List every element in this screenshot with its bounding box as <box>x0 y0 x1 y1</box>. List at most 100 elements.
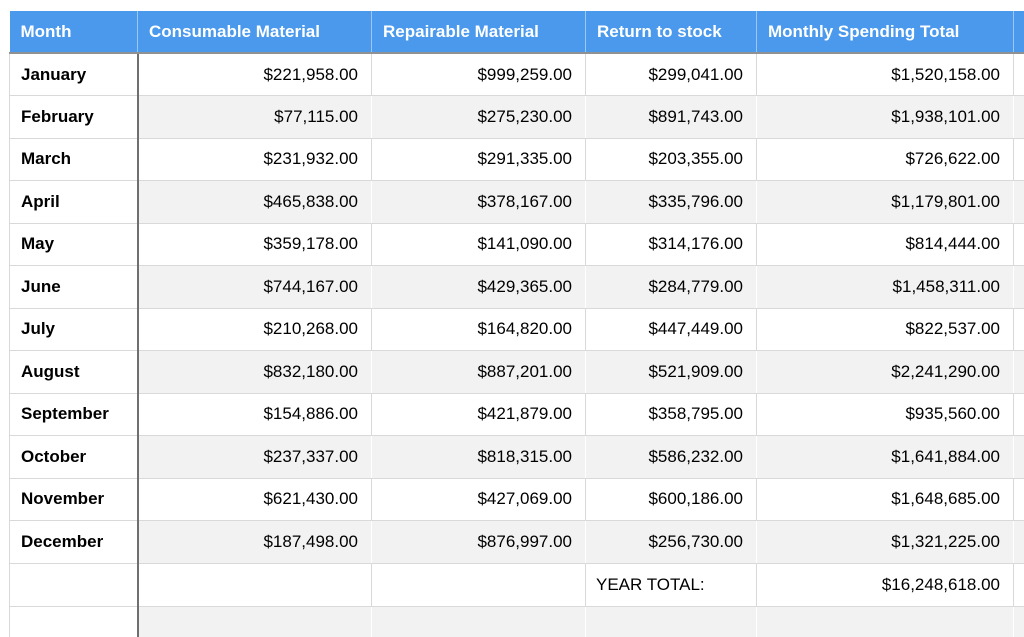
table-row: September $154,886.00 $421,879.00 $358,7… <box>9 393 1024 436</box>
consumable-cell[interactable]: $465,838.00 <box>137 180 372 224</box>
overflow-cell[interactable] <box>1013 520 1024 564</box>
overflow-cell[interactable] <box>1013 606 1024 637</box>
empty-row <box>9 606 1024 637</box>
consumable-cell[interactable]: $832,180.00 <box>137 350 372 394</box>
return-to-stock-cell[interactable]: $358,795.00 <box>585 393 757 436</box>
return-to-stock-cell[interactable]: $891,743.00 <box>585 95 757 139</box>
consumable-cell[interactable] <box>137 606 372 637</box>
month-cell[interactable] <box>9 606 139 637</box>
consumable-cell[interactable]: $359,178.00 <box>137 223 372 266</box>
total-cell[interactable]: $1,458,311.00 <box>756 265 1014 309</box>
consumable-cell[interactable]: $210,268.00 <box>137 308 372 351</box>
column-header-overflow[interactable] <box>1013 11 1024 54</box>
total-cell[interactable]: $814,444.00 <box>756 223 1014 266</box>
month-cell[interactable]: March <box>9 138 139 181</box>
total-cell[interactable]: $726,622.00 <box>756 138 1014 181</box>
repairable-cell[interactable] <box>371 563 586 607</box>
table-row: October $237,337.00 $818,315.00 $586,232… <box>9 435 1024 479</box>
repairable-cell[interactable]: $999,259.00 <box>371 53 586 96</box>
overflow-cell[interactable] <box>1013 478 1024 521</box>
overflow-cell[interactable] <box>1013 53 1024 96</box>
total-cell[interactable]: $1,648,685.00 <box>756 478 1014 521</box>
total-cell[interactable] <box>756 606 1014 637</box>
return-to-stock-cell[interactable]: $521,909.00 <box>585 350 757 394</box>
repairable-cell[interactable] <box>371 606 586 637</box>
overflow-cell[interactable] <box>1013 435 1024 479</box>
month-cell[interactable]: May <box>9 223 139 266</box>
return-to-stock-cell[interactable]: $299,041.00 <box>585 53 757 96</box>
table-row: January $221,958.00 $999,259.00 $299,041… <box>9 53 1024 96</box>
total-cell[interactable]: $822,537.00 <box>756 308 1014 351</box>
overflow-cell[interactable] <box>1013 265 1024 309</box>
month-cell[interactable] <box>9 563 139 607</box>
return-to-stock-cell[interactable]: $256,730.00 <box>585 520 757 564</box>
total-cell[interactable]: $2,241,290.00 <box>756 350 1014 394</box>
repairable-cell[interactable]: $275,230.00 <box>371 95 586 139</box>
column-header-repairable-material[interactable]: Repairable Material <box>371 11 586 54</box>
return-to-stock-cell[interactable]: $586,232.00 <box>585 435 757 479</box>
repairable-cell[interactable]: $429,365.00 <box>371 265 586 309</box>
month-cell[interactable]: December <box>9 520 139 564</box>
month-cell[interactable]: April <box>9 180 139 224</box>
return-to-stock-cell[interactable]: $284,779.00 <box>585 265 757 309</box>
repairable-cell[interactable]: $378,167.00 <box>371 180 586 224</box>
repairable-cell[interactable]: $427,069.00 <box>371 478 586 521</box>
year-total-value-cell[interactable]: $16,248,618.00 <box>756 563 1014 607</box>
total-cell[interactable]: $1,321,225.00 <box>756 520 1014 564</box>
consumable-cell[interactable]: $221,958.00 <box>137 53 372 96</box>
consumable-cell[interactable]: $154,886.00 <box>137 393 372 436</box>
overflow-cell[interactable] <box>1013 393 1024 436</box>
column-header-month[interactable]: Month <box>9 11 138 54</box>
month-cell[interactable]: November <box>9 478 139 521</box>
consumable-cell[interactable]: $744,167.00 <box>137 265 372 309</box>
table-row: June $744,167.00 $429,365.00 $284,779.00… <box>9 265 1024 309</box>
spending-table: Month Consumable Material Repairable Mat… <box>9 11 1024 637</box>
consumable-cell[interactable]: $231,932.00 <box>137 138 372 181</box>
repairable-cell[interactable]: $818,315.00 <box>371 435 586 479</box>
repairable-cell[interactable]: $164,820.00 <box>371 308 586 351</box>
return-to-stock-cell[interactable]: $600,186.00 <box>585 478 757 521</box>
month-cell[interactable]: January <box>9 53 139 96</box>
repairable-cell[interactable]: $291,335.00 <box>371 138 586 181</box>
month-cell[interactable]: February <box>9 95 139 139</box>
month-cell[interactable]: July <box>9 308 139 351</box>
table-row: August $832,180.00 $887,201.00 $521,909.… <box>9 350 1024 394</box>
month-cell[interactable]: September <box>9 393 139 436</box>
overflow-cell[interactable] <box>1013 95 1024 139</box>
total-cell[interactable]: $1,938,101.00 <box>756 95 1014 139</box>
month-cell[interactable]: October <box>9 435 139 479</box>
repairable-cell[interactable]: $141,090.00 <box>371 223 586 266</box>
consumable-cell[interactable]: $77,115.00 <box>137 95 372 139</box>
return-to-stock-cell[interactable] <box>585 606 757 637</box>
month-cell[interactable]: August <box>9 350 139 394</box>
table-row: March $231,932.00 $291,335.00 $203,355.0… <box>9 138 1024 181</box>
table-row: November $621,430.00 $427,069.00 $600,18… <box>9 478 1024 521</box>
overflow-cell[interactable] <box>1013 223 1024 266</box>
column-header-monthly-spending-total[interactable]: Monthly Spending Total <box>756 11 1014 54</box>
consumable-cell[interactable]: $237,337.00 <box>137 435 372 479</box>
overflow-cell[interactable] <box>1013 308 1024 351</box>
repairable-cell[interactable]: $421,879.00 <box>371 393 586 436</box>
return-to-stock-cell[interactable]: $447,449.00 <box>585 308 757 351</box>
consumable-cell[interactable] <box>137 563 372 607</box>
repairable-cell[interactable]: $876,997.00 <box>371 520 586 564</box>
consumable-cell[interactable]: $187,498.00 <box>137 520 372 564</box>
total-cell[interactable]: $1,520,158.00 <box>756 53 1014 96</box>
return-to-stock-cell[interactable]: $314,176.00 <box>585 223 757 266</box>
total-cell[interactable]: $935,560.00 <box>756 393 1014 436</box>
return-to-stock-cell[interactable]: $203,355.00 <box>585 138 757 181</box>
column-header-consumable-material[interactable]: Consumable Material <box>137 11 372 54</box>
column-header-return-to-stock[interactable]: Return to stock <box>585 11 757 54</box>
total-cell[interactable]: $1,179,801.00 <box>756 180 1014 224</box>
return-to-stock-cell[interactable]: $335,796.00 <box>585 180 757 224</box>
repairable-cell[interactable]: $887,201.00 <box>371 350 586 394</box>
overflow-cell[interactable] <box>1013 563 1024 607</box>
overflow-cell[interactable] <box>1013 138 1024 181</box>
year-total-label-cell[interactable]: YEAR TOTAL: <box>585 563 757 607</box>
overflow-cell[interactable] <box>1013 180 1024 224</box>
month-cell[interactable]: June <box>9 265 139 309</box>
total-cell[interactable]: $1,641,884.00 <box>756 435 1014 479</box>
overflow-cell[interactable] <box>1013 350 1024 394</box>
year-total-row: YEAR TOTAL: $16,248,618.00 <box>9 563 1024 607</box>
consumable-cell[interactable]: $621,430.00 <box>137 478 372 521</box>
